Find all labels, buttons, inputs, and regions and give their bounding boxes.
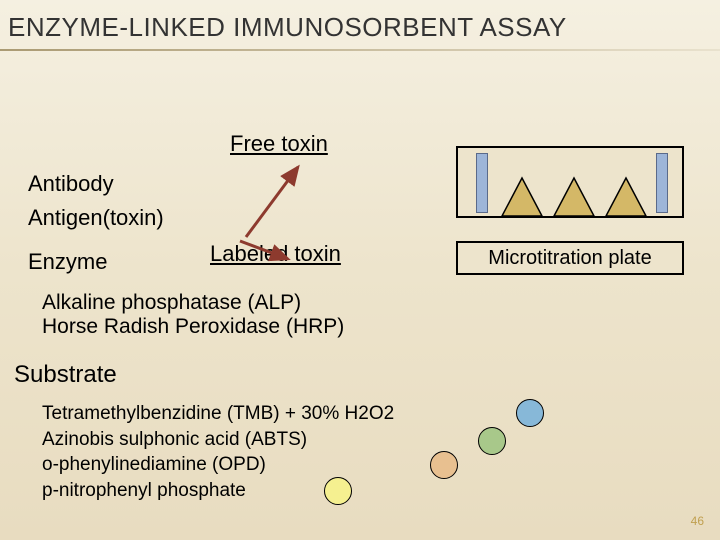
substrate-opd: o-phenylinediamine (OPD) <box>42 452 394 478</box>
microtitration-label-box: Microtitration plate <box>456 241 684 275</box>
circle-green <box>478 427 506 455</box>
substrate-abts: Azinobis sulphonic acid (ABTS) <box>42 427 394 453</box>
microtitration-plate-diagram <box>456 146 684 218</box>
circle-peach <box>430 451 458 479</box>
slide-title: ENZYME-LINKED IMMUNOSORBENT ASSAY <box>0 0 720 43</box>
enzyme-list: Alkaline phosphatase (ALP) Horse Radish … <box>0 291 344 339</box>
slide-number: 46 <box>691 514 704 528</box>
substrate-label: Substrate <box>14 361 117 389</box>
enzyme-hrp: Horse Radish Peroxidase (HRP) <box>42 315 344 339</box>
circle-blue <box>516 399 544 427</box>
substrate-tmb: Tetramethylbenzidine (TMB) + 30% H2O2 <box>42 401 394 427</box>
circle-yellow <box>324 477 352 505</box>
enzyme-alp: Alkaline phosphatase (ALP) <box>42 291 344 315</box>
content-area: Free toxin Antibody Antigen(toxin) Enzym… <box>0 51 720 71</box>
